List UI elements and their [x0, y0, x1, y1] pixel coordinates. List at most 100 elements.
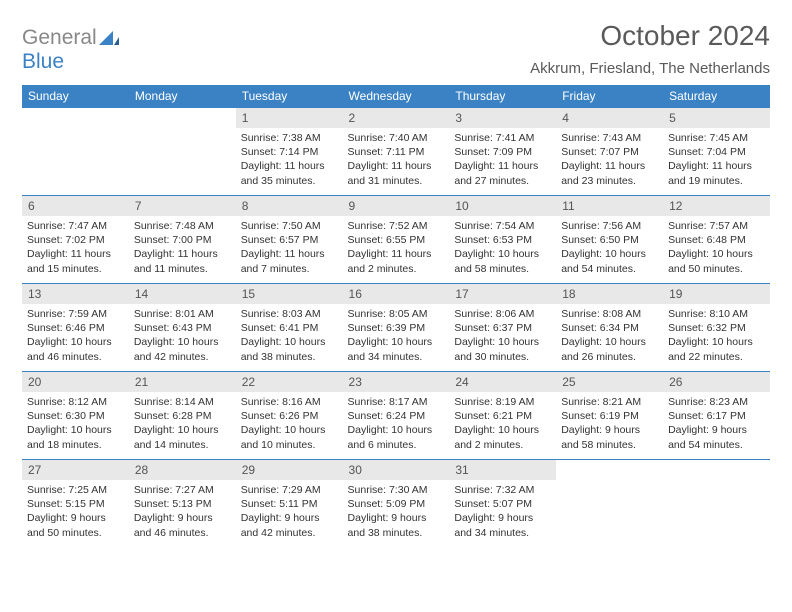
empty-cell — [556, 460, 663, 548]
empty-cell — [129, 108, 236, 196]
sunrise-text: Sunrise: 7:25 AM — [27, 483, 124, 497]
sunset-text: Sunset: 6:46 PM — [27, 321, 124, 335]
sunrise-text: Sunrise: 7:30 AM — [348, 483, 445, 497]
sunset-text: Sunset: 5:13 PM — [134, 497, 231, 511]
sunset-text: Sunset: 6:48 PM — [668, 233, 765, 247]
day-cell: 12Sunrise: 7:57 AMSunset: 6:48 PMDayligh… — [663, 196, 770, 284]
sunset-text: Sunset: 7:02 PM — [27, 233, 124, 247]
day-number: 8 — [236, 196, 343, 216]
day-cell: 26Sunrise: 8:23 AMSunset: 6:17 PMDayligh… — [663, 372, 770, 460]
day-cell: 4Sunrise: 7:43 AMSunset: 7:07 PMDaylight… — [556, 108, 663, 196]
day-cell: 16Sunrise: 8:05 AMSunset: 6:39 PMDayligh… — [343, 284, 450, 372]
day-number: 27 — [22, 460, 129, 480]
day-cell: 27Sunrise: 7:25 AMSunset: 5:15 PMDayligh… — [22, 460, 129, 548]
day-number: 24 — [449, 372, 556, 392]
sunset-text: Sunset: 5:15 PM — [27, 497, 124, 511]
sunrise-text: Sunrise: 8:08 AM — [561, 307, 658, 321]
sunrise-text: Sunrise: 7:43 AM — [561, 131, 658, 145]
empty-cell — [22, 108, 129, 196]
daylight-text: Daylight: 11 hours and 2 minutes. — [348, 247, 445, 275]
day-body: Sunrise: 8:14 AMSunset: 6:28 PMDaylight:… — [129, 392, 236, 456]
sunset-text: Sunset: 6:19 PM — [561, 409, 658, 423]
day-number: 17 — [449, 284, 556, 304]
day-body: Sunrise: 7:25 AMSunset: 5:15 PMDaylight:… — [22, 480, 129, 544]
week-row: 6 Sunrise: 7:47 AMSunset: 7:02 PM Daylight… — [22, 196, 770, 284]
sunrise-text: Sunrise: 7:59 AM — [27, 307, 124, 321]
sunrise-text: Sunrise: 7:54 AM — [454, 219, 551, 233]
sunrise-text: Sunrise: 7:48 AM — [134, 219, 231, 233]
day-number: 7 — [129, 196, 236, 216]
day-number: 3 — [449, 108, 556, 128]
day-body: Sunrise: 8:17 AMSunset: 6:24 PMDaylight:… — [343, 392, 450, 456]
week-row: 20Sunrise: 8:12 AMSunset: 6:30 PMDayligh… — [22, 372, 770, 460]
sunrise-text: Sunrise: 8:10 AM — [668, 307, 765, 321]
sunset-text: Sunset: 6:55 PM — [348, 233, 445, 247]
sunrise-text: Sunrise: 7:57 AM — [668, 219, 765, 233]
day-cell: 22Sunrise: 8:16 AMSunset: 6:26 PMDayligh… — [236, 372, 343, 460]
day-number: 6 — [22, 196, 129, 216]
sunset-text: Sunset: 6:32 PM — [668, 321, 765, 335]
day-body: Sunrise: 8:06 AMSunset: 6:37 PMDaylight:… — [449, 304, 556, 368]
day-number: 18 — [556, 284, 663, 304]
day-number: 14 — [129, 284, 236, 304]
day-number: 2 — [343, 108, 450, 128]
day-cell: 6Sunrise: 7:47 AMSunset: 7:02 PMDaylight… — [22, 196, 129, 284]
day-cell: 30Sunrise: 7:30 AMSunset: 5:09 PMDayligh… — [343, 460, 450, 548]
sunrise-text: Sunrise: 8:06 AM — [454, 307, 551, 321]
daylight-text: Daylight: 11 hours and 35 minutes. — [241, 159, 338, 187]
sunset-text: Sunset: 6:28 PM — [134, 409, 231, 423]
daylight-text: Daylight: 11 hours and 23 minutes. — [561, 159, 658, 187]
day-cell: 20Sunrise: 8:12 AMSunset: 6:30 PMDayligh… — [22, 372, 129, 460]
daylight-text: Daylight: 10 hours and 30 minutes. — [454, 335, 551, 363]
sunset-text: Sunset: 7:07 PM — [561, 145, 658, 159]
daylight-text: Daylight: 10 hours and 14 minutes. — [134, 423, 231, 451]
day-body: Sunrise: 8:12 AMSunset: 6:30 PMDaylight:… — [22, 392, 129, 456]
daylight-text: Daylight: 11 hours and 31 minutes. — [348, 159, 445, 187]
sunrise-text: Sunrise: 7:41 AM — [454, 131, 551, 145]
day-cell: 10Sunrise: 7:54 AMSunset: 6:53 PMDayligh… — [449, 196, 556, 284]
day-number: 4 — [556, 108, 663, 128]
sunset-text: Sunset: 6:34 PM — [561, 321, 658, 335]
day-cell: 19Sunrise: 8:10 AMSunset: 6:32 PMDayligh… — [663, 284, 770, 372]
sunset-text: Sunset: 6:50 PM — [561, 233, 658, 247]
day-body: Sunrise: 7:43 AMSunset: 7:07 PMDaylight:… — [556, 128, 663, 192]
day-number: 11 — [556, 196, 663, 216]
sunset-text: Sunset: 6:17 PM — [668, 409, 765, 423]
daylight-text: Daylight: 10 hours and 22 minutes. — [668, 335, 765, 363]
day-cell: 28Sunrise: 7:27 AMSunset: 5:13 PMDayligh… — [129, 460, 236, 548]
daylight-text: Daylight: 9 hours and 46 minutes. — [134, 511, 231, 539]
month-title: October 2024 — [530, 20, 770, 52]
sunrise-text: Sunrise: 8:01 AM — [134, 307, 231, 321]
daylight-text: Daylight: 10 hours and 38 minutes. — [241, 335, 338, 363]
day-body: Sunrise: 8:19 AMSunset: 6:21 PMDaylight:… — [449, 392, 556, 456]
day-body: Sunrise: 8:21 AMSunset: 6:19 PMDaylight:… — [556, 392, 663, 456]
day-number: 25 — [556, 372, 663, 392]
sunrise-text: Sunrise: 7:52 AM — [348, 219, 445, 233]
empty-cell — [663, 460, 770, 548]
day-body: Sunrise: 7:27 AMSunset: 5:13 PMDaylight:… — [129, 480, 236, 544]
day-body: Sunrise: 7:50 AMSunset: 6:57 PMDaylight:… — [236, 216, 343, 280]
sunrise-text: Sunrise: 7:47 AM — [27, 219, 124, 233]
day-cell: 15Sunrise: 8:03 AMSunset: 6:41 PMDayligh… — [236, 284, 343, 372]
day-header: Monday — [129, 85, 236, 108]
day-number: 15 — [236, 284, 343, 304]
daylight-text: Daylight: 9 hours and 38 minutes. — [348, 511, 445, 539]
day-header: Friday — [556, 85, 663, 108]
day-cell: 24Sunrise: 8:19 AMSunset: 6:21 PMDayligh… — [449, 372, 556, 460]
sunset-text: Sunset: 6:37 PM — [454, 321, 551, 335]
calendar-body: 1Sunrise: 7:38 AMSunset: 7:14 PMDaylight… — [22, 108, 770, 548]
daylight-text: Daylight: 11 hours and 27 minutes. — [454, 159, 551, 187]
daylight-text: Daylight: 11 hours and 11 minutes. — [134, 247, 231, 275]
logo-text-wrap: General Blue — [22, 26, 119, 74]
daylight-text: Daylight: 9 hours and 54 minutes. — [668, 423, 765, 451]
day-number: 28 — [129, 460, 236, 480]
day-body: Sunrise: 8:16 AMSunset: 6:26 PMDaylight:… — [236, 392, 343, 456]
sunset-text: Sunset: 5:09 PM — [348, 497, 445, 511]
sunrise-text: Sunrise: 8:23 AM — [668, 395, 765, 409]
day-body: Sunrise: 8:01 AMSunset: 6:43 PMDaylight:… — [129, 304, 236, 368]
sunset-text: Sunset: 6:21 PM — [454, 409, 551, 423]
daylight-text: Daylight: 11 hours and 7 minutes. — [241, 247, 338, 275]
day-header: Saturday — [663, 85, 770, 108]
sunrise-text: Sunrise: 7:45 AM — [668, 131, 765, 145]
location-text: Akkrum, Friesland, The Netherlands — [530, 60, 770, 77]
